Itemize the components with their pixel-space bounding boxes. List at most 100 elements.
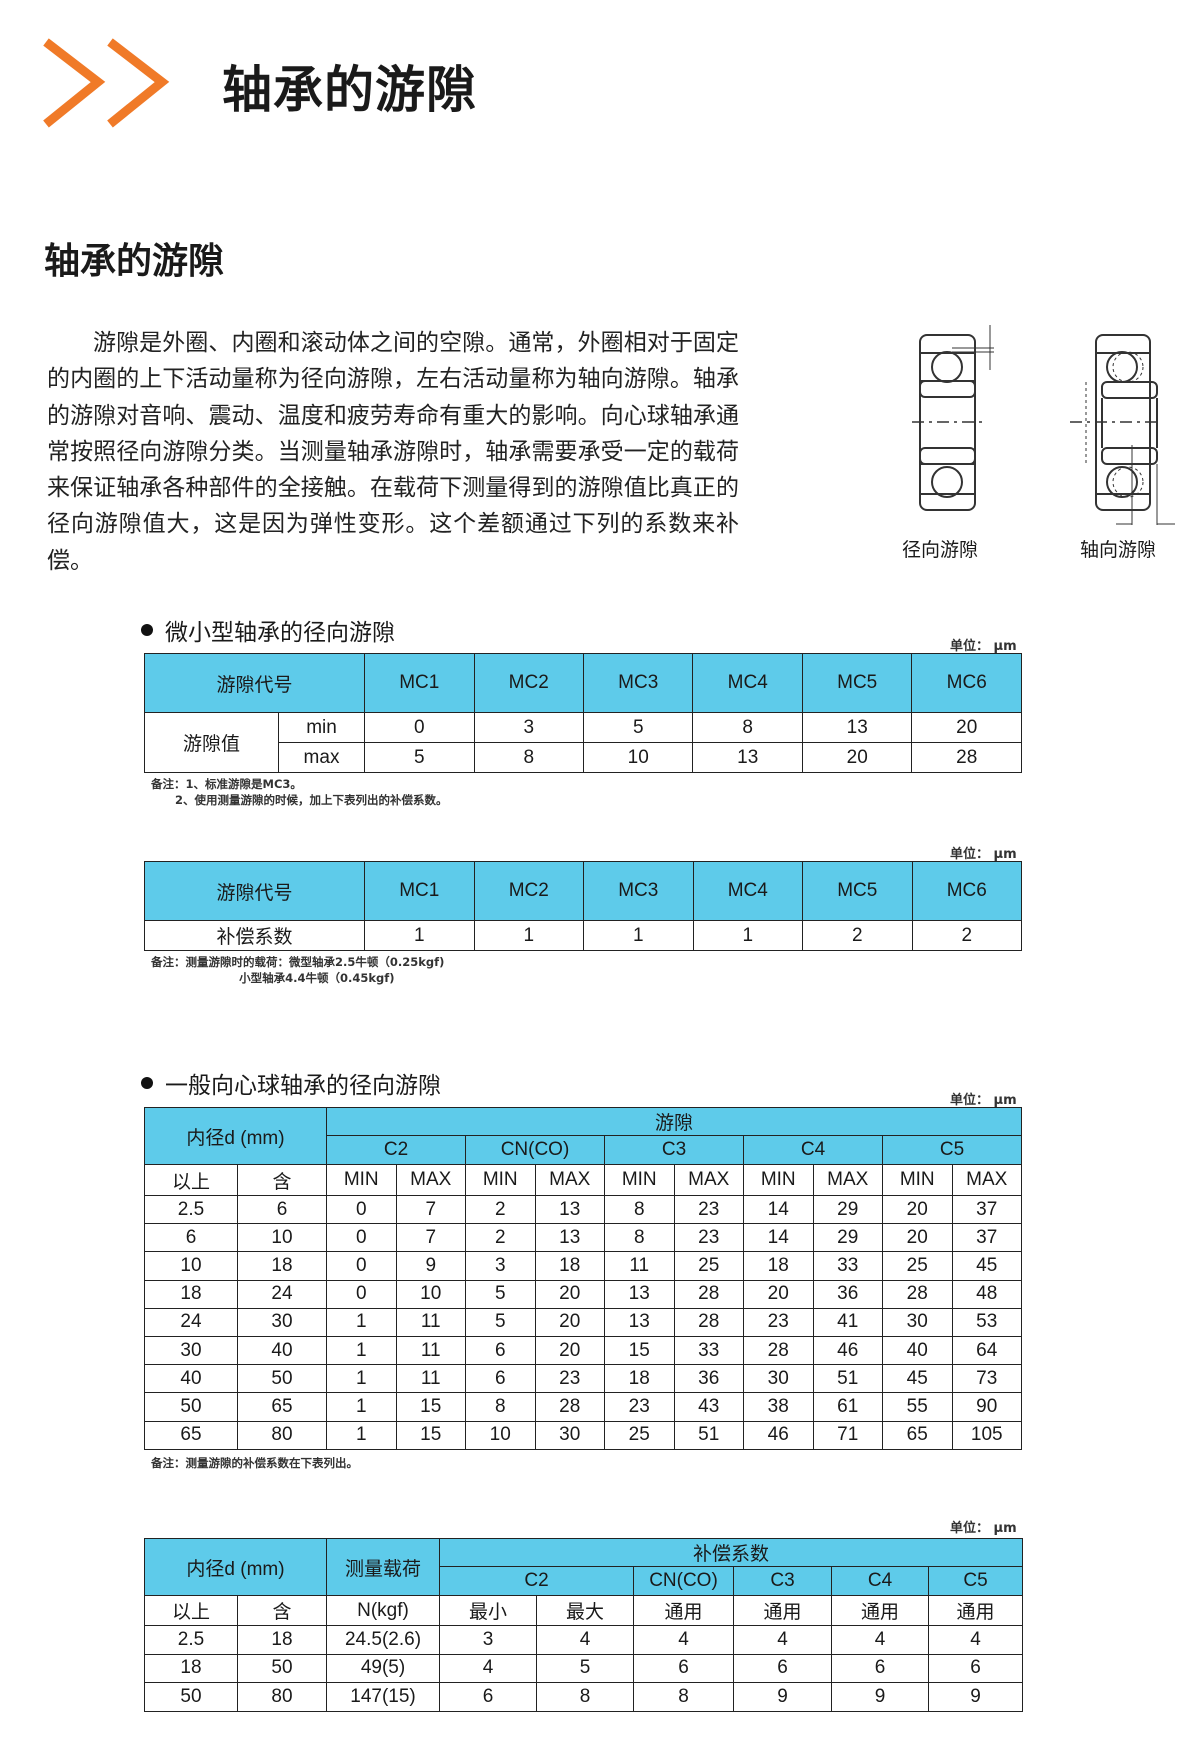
table-cell: 30 (237, 1307, 327, 1337)
table-cell: 13 (604, 1307, 675, 1337)
incl-header: 含 (237, 1595, 327, 1626)
table-cell: 10 (144, 1251, 238, 1281)
table-cell: 0 (326, 1223, 397, 1253)
table-row: 50 65 1 15 8 28 23 43 38 61 55 90 (144, 1392, 1022, 1422)
table-cell: 18 (743, 1251, 814, 1281)
table-cell: 53 (951, 1307, 1022, 1337)
table-cell: 18 (604, 1364, 675, 1394)
table-cell: 10 (465, 1420, 536, 1450)
table-cell: 28 (673, 1279, 744, 1309)
heading-text: 微小型轴承的径向游隙 (165, 620, 395, 646)
code-cell: MC2 (473, 653, 584, 713)
mini-clearance-table: 游隙代号 MC1 MC2 MC3 MC4 MC5 MC6 游隙值 min 0 3 5 8 13 20 … (143, 653, 1022, 773)
group-header: CN(CO) (465, 1135, 605, 1165)
page-title: 轴承的游隙 (222, 61, 477, 119)
table-cell: 4 (536, 1625, 634, 1655)
table-cell: 36 (673, 1364, 744, 1394)
table-cell: 8 (604, 1223, 675, 1253)
min-header: MIN (882, 1164, 953, 1196)
compensation-factor-table: 内径d (mm) 测量载荷 补偿系数 C2 CN(CO) C3 C4 C5 以上含 N(kgf… (144, 1538, 1024, 1712)
table-cell: 28 (534, 1392, 605, 1422)
group-header: C3 (733, 1566, 832, 1596)
table-cell: 10 (237, 1223, 327, 1253)
table-cell: 105 (951, 1420, 1022, 1450)
table-cell: 6 (465, 1364, 536, 1394)
chevron-logo-icon (43, 38, 170, 128)
factor-cell: 1 (692, 920, 803, 951)
table-cell: 15 (604, 1335, 675, 1366)
sub-header: 通用 (927, 1595, 1024, 1626)
table-cell: 30 (743, 1364, 814, 1394)
table-cell: 4 (927, 1625, 1024, 1655)
value-label: 游隙值 (144, 712, 279, 773)
factor-note: 备注：测量游隙的补偿系数在下表列出。 (151, 1456, 358, 1470)
min-cell: 0 (364, 712, 475, 743)
table-cell: 7 (395, 1194, 466, 1225)
table-cell: 29 (812, 1223, 883, 1253)
table-cell: 5 (536, 1653, 634, 1683)
table-cell: 9 (831, 1682, 929, 1712)
table-cell: 2.5 (144, 1194, 238, 1225)
code-cell: MC5 (802, 861, 913, 921)
table-cell: 36 (812, 1279, 883, 1309)
above-header: 以上 (144, 1595, 238, 1626)
table-cell: 13 (534, 1194, 605, 1225)
group-header: C2 (326, 1135, 466, 1165)
table-row: 18 24 0 10 5 20 13 28 20 36 28 48 (144, 1279, 1022, 1309)
load-header: 测量载荷 (326, 1538, 440, 1596)
table-cell: 48 (951, 1279, 1022, 1309)
mini-note: 备注：1、标准游隙是MC3。 2、使用测量游隙的时候，加上下表列出的补偿系数。 (151, 777, 448, 807)
table-cell: 40 (144, 1364, 238, 1394)
unit-label: 单位： μm (950, 847, 1017, 862)
table-cell: 11 (395, 1335, 466, 1366)
code-cell: MC3 (583, 861, 694, 921)
table-cell: 0 (326, 1279, 397, 1309)
min-header: MIN (743, 1164, 814, 1196)
table-cell: 28 (673, 1307, 744, 1337)
table-cell: 23 (604, 1392, 675, 1422)
table-cell: 3 (439, 1625, 537, 1655)
table-row: 40 50 1 11 6 23 18 36 30 51 45 73 (144, 1364, 1022, 1394)
table-cell: 14 (743, 1194, 814, 1225)
table-cell: 9 (927, 1682, 1024, 1712)
table-cell: 8 (465, 1392, 536, 1422)
table-cell: 23 (534, 1364, 605, 1394)
table-cell: 40 (882, 1335, 953, 1366)
max-header: MAX (534, 1164, 605, 1196)
table-cell: 45 (882, 1364, 953, 1394)
table-cell: 37 (951, 1223, 1022, 1253)
sub-header: 通用 (633, 1595, 734, 1626)
table-cell: 8 (604, 1194, 675, 1225)
intro-paragraph: 游隙是外圈、内圈和滚动体之间的空隙。通常，外圈相对于固定的内圈的上下活动量称为径… (47, 330, 739, 574)
table-cell: 61 (812, 1392, 883, 1422)
group-header: CN(CO) (633, 1566, 734, 1596)
general-bearing-heading: 一般向心球轴承的径向游隙 (141, 1066, 441, 1100)
sub-header: 通用 (831, 1595, 929, 1626)
table-cell: 25 (882, 1251, 953, 1281)
group-header: C4 (831, 1566, 929, 1596)
table-cell: 50 (144, 1682, 238, 1712)
code-cell: MC4 (692, 861, 803, 921)
max-cell: 13 (692, 742, 803, 773)
table-cell: 71 (812, 1420, 883, 1450)
table-cell: 2.5 (144, 1625, 238, 1655)
min-cell: 20 (911, 712, 1022, 743)
table-cell: 65 (882, 1420, 953, 1450)
max-cell: 20 (801, 742, 913, 773)
table-cell: 6 (144, 1223, 238, 1253)
table-cell: 20 (882, 1223, 953, 1253)
min-header: MIN (465, 1164, 536, 1196)
mini-bearing-heading: 微小型轴承的径向游隙 (141, 613, 395, 647)
factor-cell: 1 (473, 920, 584, 951)
sub-header: 通用 (733, 1595, 832, 1626)
table-cell: 15 (395, 1392, 466, 1422)
table-cell: 8 (633, 1682, 734, 1712)
table-cell: 1 (326, 1364, 397, 1394)
table-cell: 10 (395, 1279, 466, 1309)
table-row: 50 80 147(15) 6 8 8 9 9 9 (144, 1682, 1024, 1712)
table-cell: 13 (604, 1279, 675, 1309)
table-cell: 23 (743, 1307, 814, 1337)
factor-header: 补偿系数 (438, 1538, 1024, 1567)
table-cell: 30 (534, 1420, 605, 1450)
table-cell: 14 (743, 1223, 814, 1253)
